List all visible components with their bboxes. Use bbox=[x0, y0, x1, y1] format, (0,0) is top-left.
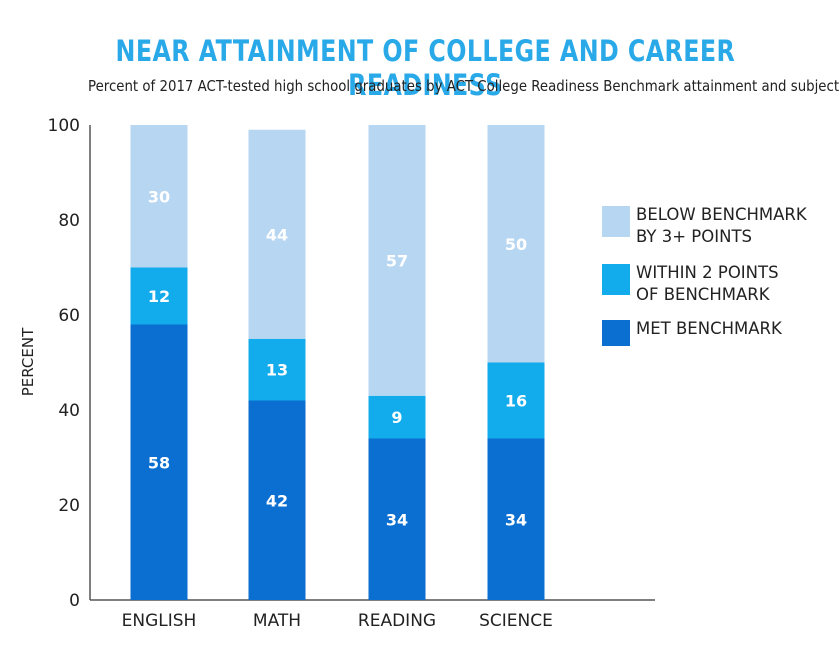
legend-label: MET BENCHMARK bbox=[636, 319, 783, 338]
data-label: 30 bbox=[148, 187, 170, 206]
bar-segment bbox=[487, 125, 545, 363]
bar-segment bbox=[130, 324, 188, 600]
legend-label: WITHIN 2 POINTS bbox=[636, 263, 779, 282]
bar-segment bbox=[487, 438, 545, 600]
data-label: 58 bbox=[148, 453, 170, 472]
bar-segment bbox=[487, 362, 545, 439]
bar-segment bbox=[368, 125, 426, 396]
legend-swatch bbox=[602, 264, 630, 295]
data-label: 13 bbox=[266, 361, 288, 380]
x-tick-label: READING bbox=[358, 611, 436, 631]
bar-segment bbox=[130, 125, 188, 268]
data-label: 16 bbox=[505, 392, 527, 411]
data-label: 42 bbox=[266, 491, 288, 510]
legend-label: BELOW BENCHMARK bbox=[636, 205, 808, 224]
legend-swatch bbox=[602, 320, 630, 346]
bar-segment bbox=[130, 267, 188, 325]
legend-label: BY 3+ POINTS bbox=[636, 227, 752, 246]
x-tick-label: SCIENCE bbox=[479, 611, 553, 631]
data-label: 44 bbox=[266, 225, 288, 244]
x-tick-label: MATH bbox=[253, 611, 301, 631]
y-tick-label: 20 bbox=[58, 496, 80, 516]
y-tick-label: 40 bbox=[58, 401, 80, 421]
bar-segment bbox=[368, 438, 426, 600]
data-label: 12 bbox=[148, 287, 170, 306]
y-tick-label: 100 bbox=[48, 116, 80, 136]
legend-swatch bbox=[602, 206, 630, 237]
legend-label: OF BENCHMARK bbox=[636, 285, 771, 304]
bar-segment bbox=[248, 338, 306, 401]
y-tick-label: 80 bbox=[58, 211, 80, 231]
bar-segment bbox=[248, 400, 306, 600]
y-tick-label: 60 bbox=[58, 306, 80, 326]
bar-segment bbox=[368, 395, 426, 439]
chart-title: NEAR ATTAINMENT OF COLLEGE AND CAREER RE… bbox=[115, 34, 736, 102]
data-label: 34 bbox=[386, 510, 408, 529]
data-label: 57 bbox=[386, 251, 408, 270]
x-tick-label: ENGLISH bbox=[122, 611, 197, 631]
y-tick-label: 0 bbox=[69, 591, 80, 611]
data-label: 50 bbox=[505, 235, 527, 254]
chart-subtitle: Percent of 2017 ACT-tested high school g… bbox=[88, 77, 840, 95]
data-label: 34 bbox=[505, 510, 527, 529]
data-label: 9 bbox=[391, 408, 402, 427]
bar-segment bbox=[248, 129, 306, 339]
y-axis-label: PERCENT bbox=[19, 327, 37, 396]
